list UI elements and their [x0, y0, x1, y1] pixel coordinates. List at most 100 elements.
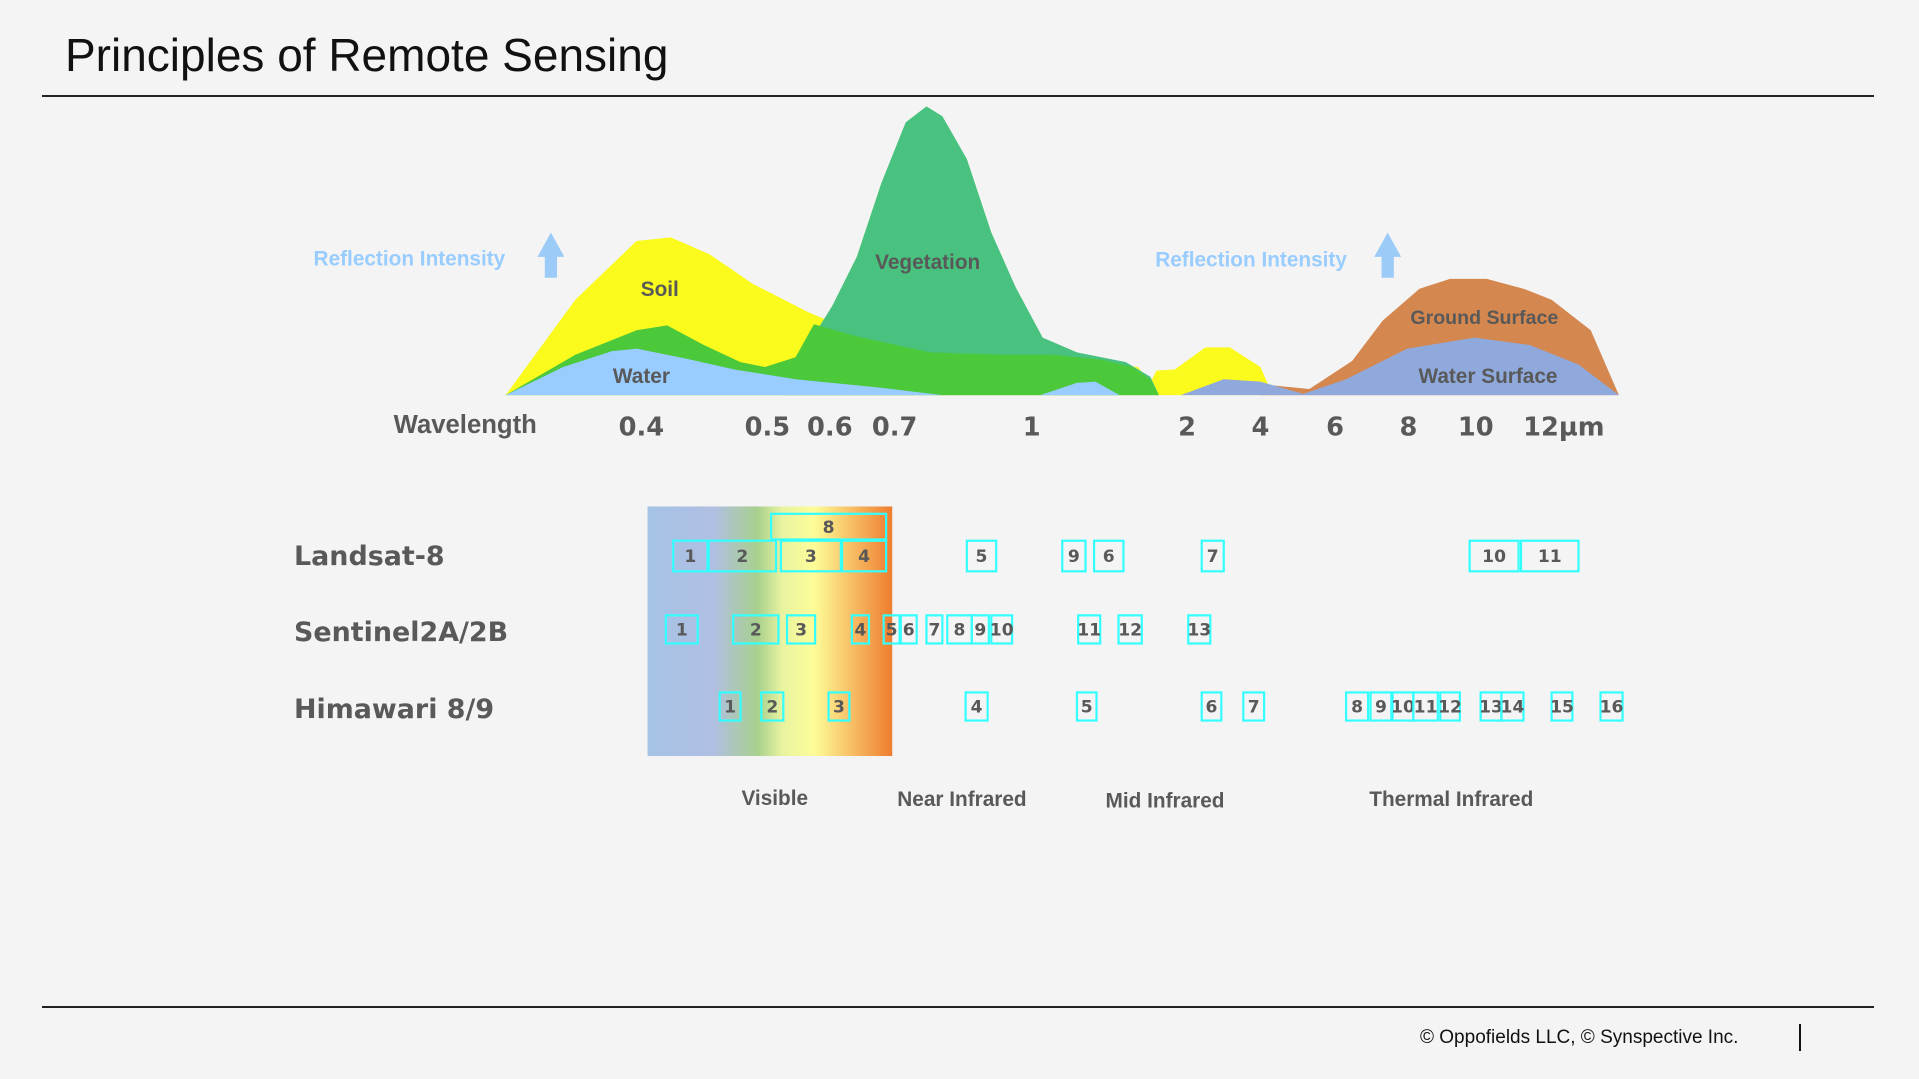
band-number: 6: [903, 621, 915, 641]
himawari-band-8: 8: [1344, 691, 1370, 722]
band-number: 6: [1103, 547, 1115, 567]
sentinel-band-4: 4: [850, 614, 871, 645]
reflection-intensity-label-right: Reflection Intensity: [1155, 249, 1347, 272]
band-number: 11: [1077, 621, 1101, 641]
top-divider: [42, 95, 1874, 97]
wavelength-tick: 0.7: [872, 413, 918, 443]
band-number: 6: [1206, 698, 1218, 718]
himawari-band-1: 1: [718, 691, 742, 722]
wavelength-tick: 10: [1458, 413, 1494, 443]
band-box: [1344, 691, 1370, 722]
band-box: [970, 614, 990, 645]
band-number: 8: [823, 518, 835, 538]
band-box: [1061, 539, 1087, 573]
band-box: [1092, 539, 1125, 573]
wavelength-tick: 0.5: [745, 413, 791, 443]
water-curve: [505, 348, 1120, 396]
band-number: 5: [976, 547, 988, 567]
himawari-band-2: 2: [760, 691, 785, 722]
soil-label: Soil: [641, 278, 679, 301]
band-number: 15: [1550, 698, 1574, 718]
sentinel-band-5: 5: [882, 614, 901, 645]
band-box: [1412, 691, 1439, 722]
band-number: 9: [974, 621, 986, 641]
reflection-intensity-label-left: Reflection Intensity: [314, 247, 506, 270]
band-number: 4: [971, 698, 983, 718]
band-box: [672, 539, 709, 573]
band-number: 10: [1391, 698, 1415, 718]
band-box: [785, 614, 817, 645]
band-box: [1550, 691, 1574, 722]
landsat-band-5: 5: [965, 539, 998, 573]
band-number: 3: [805, 547, 817, 567]
himawari-band-7: 7: [1242, 691, 1266, 722]
satellite-label-sentinel: Sentinel2A/2B: [294, 617, 508, 648]
band-number: 4: [854, 621, 866, 641]
sentinel-band-9: 9: [970, 614, 990, 645]
band-box: [1187, 614, 1212, 645]
vegetation-label: Vegetation: [875, 251, 980, 274]
band-number: 2: [750, 621, 762, 641]
band-number: 8: [1351, 698, 1363, 718]
sentinel-band-8: 8: [946, 614, 973, 645]
band-box: [899, 614, 918, 645]
band-number: 16: [1600, 698, 1624, 718]
wavelength-label: Wavelength: [394, 411, 537, 439]
band-box: [760, 691, 785, 722]
landsat-band-11: 11: [1519, 539, 1580, 573]
sentinel-band-1: 1: [664, 614, 699, 645]
band-box: [770, 512, 888, 541]
band-number: 5: [1081, 698, 1093, 718]
sentinel-band-10: 10: [990, 614, 1014, 645]
band-box: [827, 691, 851, 722]
sentinel-band-3: 3: [785, 614, 817, 645]
himawari-band-4: 4: [964, 691, 989, 722]
band-number: 2: [736, 547, 748, 567]
band-number: 3: [833, 698, 845, 718]
himawari-band-6: 6: [1200, 691, 1223, 722]
himawari-band-16: 16: [1599, 691, 1624, 722]
band-number: 7: [928, 621, 940, 641]
himawari-band-10: 10: [1391, 691, 1415, 722]
band-number: 2: [766, 698, 778, 718]
band-box: [1468, 539, 1520, 573]
band-box: [779, 539, 842, 573]
band-number: 10: [990, 621, 1014, 641]
band-box: [1599, 691, 1624, 722]
band-box: [882, 614, 901, 645]
landsat-band-3: 3: [779, 539, 842, 573]
landsat-band-8: 8: [770, 512, 888, 541]
band-box: [707, 539, 778, 573]
himawari-band-12: 12: [1438, 691, 1462, 722]
band-number: 9: [1068, 547, 1080, 567]
himawari-band-14: 14: [1500, 691, 1525, 722]
wavelength-tick: 4: [1252, 413, 1270, 443]
band-number: 7: [1248, 698, 1260, 718]
band-box: [1117, 614, 1143, 645]
sentinel-band-7: 7: [925, 614, 944, 645]
band-box: [1200, 691, 1223, 722]
vegetation-curve: [783, 106, 1159, 396]
satellite-label-landsat: Landsat-8: [294, 541, 445, 572]
band-box: [732, 614, 780, 645]
wavelength-tick: 2: [1178, 413, 1196, 443]
band-number: 14: [1501, 698, 1525, 718]
wavelength-tick: 8: [1400, 413, 1418, 443]
band-number: 8: [954, 621, 966, 641]
band-number: 11: [1538, 547, 1562, 567]
sentinel-band-12: 12: [1117, 614, 1143, 645]
wavelength-tick: 1: [1023, 413, 1041, 443]
footer-bar: [1799, 1024, 1801, 1051]
band-box: [1075, 691, 1098, 722]
region-thermal-infrared: Thermal Infrared: [1369, 788, 1533, 811]
up-arrow-icon: [1374, 232, 1402, 278]
band-box: [850, 614, 871, 645]
band-number: 7: [1207, 547, 1219, 567]
band-box: [965, 539, 998, 573]
sentinel-band-13: 13: [1187, 614, 1212, 645]
band-box: [964, 691, 989, 722]
region-visible: Visible: [741, 787, 808, 810]
band-box: [1200, 539, 1225, 573]
bottom-divider: [42, 1006, 1874, 1008]
